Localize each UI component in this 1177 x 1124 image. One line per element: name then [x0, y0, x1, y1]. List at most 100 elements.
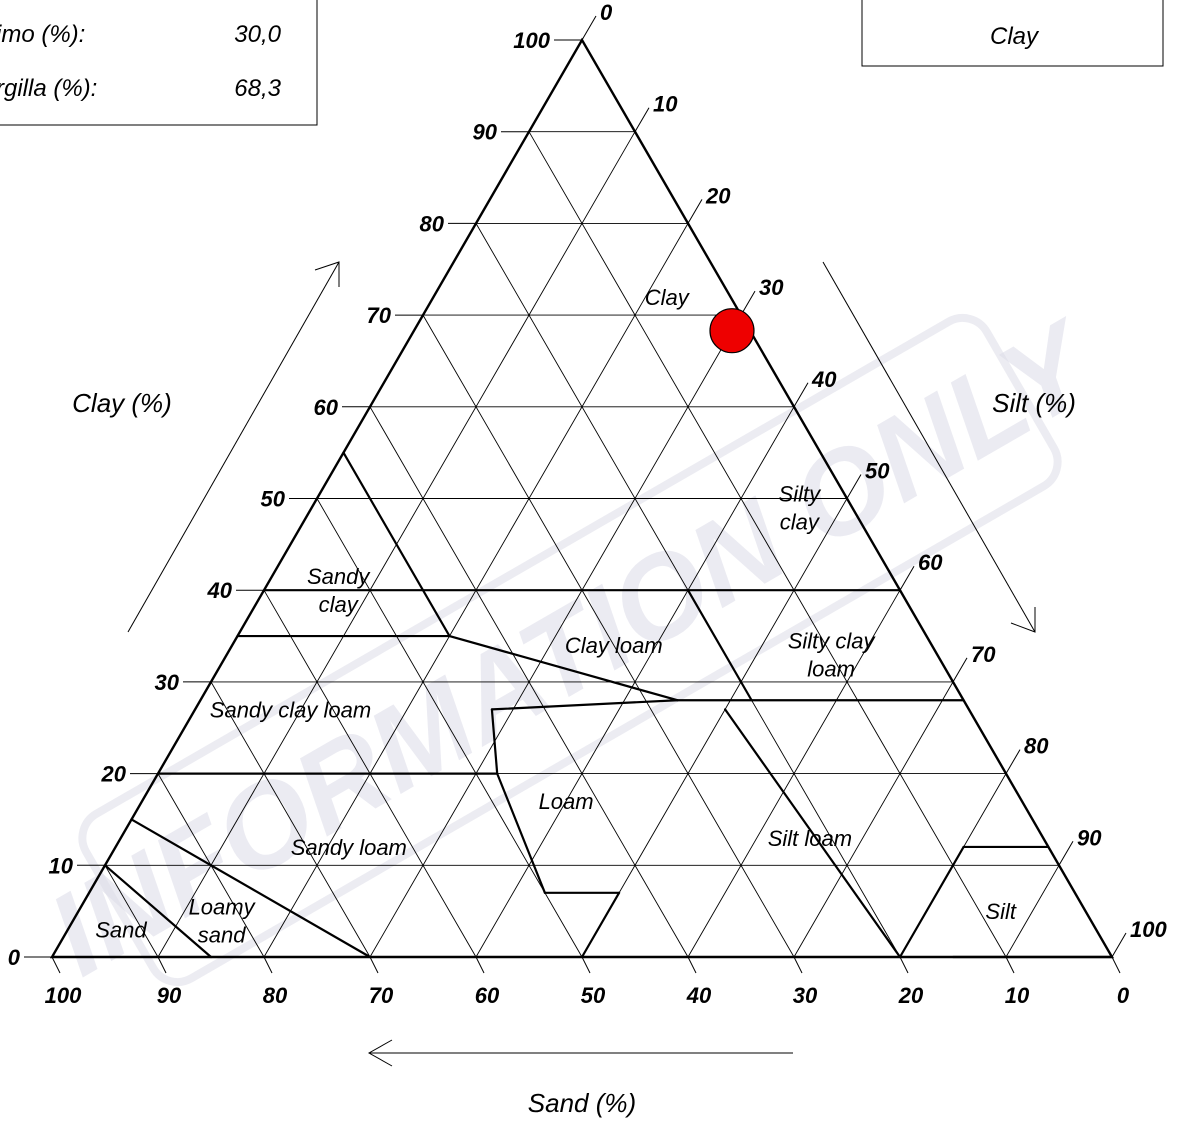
sand-axis-arrow — [367, 1039, 793, 1067]
class-boundary-16 — [130, 818, 372, 959]
clay-axis-label: Clay (%) — [72, 388, 172, 418]
silt-tick-mark — [846, 474, 862, 499]
class-boundary-13 — [723, 708, 902, 959]
sand-axis-label: Sand (%) — [528, 1088, 636, 1118]
silt-axis-label: Silt (%) — [992, 388, 1076, 418]
sand-tick-mark — [687, 956, 697, 974]
sand-tick-mark — [51, 956, 61, 974]
silt-tick-mark — [581, 15, 597, 41]
clay-tick-label: 70 — [367, 303, 392, 328]
sand-tick-mark — [793, 956, 803, 974]
silt-tick-label: 10 — [653, 92, 678, 117]
grid-line-sand-30 — [422, 314, 795, 958]
region-labels: Clay Silty clay Sandy clay Clay loam Silty cla… — [95, 285, 1017, 948]
silt-tick-mark — [687, 199, 703, 224]
silt-tick-label: 50 — [865, 459, 890, 484]
silt-tick-mark — [1111, 932, 1127, 958]
silt-tick-mark — [1058, 841, 1074, 866]
sample-point-marker — [709, 308, 755, 354]
region-label-silty-clay: clay — [780, 510, 821, 535]
class-boundary-17 — [103, 864, 213, 959]
sand-tick-label: 60 — [475, 983, 500, 1008]
clay-tick-label: 60 — [314, 395, 339, 420]
sand-tick-label: 10 — [1005, 983, 1030, 1008]
info-box: imo (%): 30,0 rgilla (%): 68,3 — [0, 0, 318, 126]
region-label-silty-clay-loam: loam — [807, 656, 855, 681]
grid-line-silt-90 — [1005, 865, 1060, 958]
info-clay-value: 68,3 — [234, 75, 281, 102]
clay-tick-label: 10 — [49, 853, 74, 878]
region-label-loam: Loam — [539, 789, 594, 814]
clay-tick-label: 0 — [8, 945, 21, 970]
silt-tick-label: 30 — [759, 275, 784, 300]
clay-tick-label: 80 — [420, 211, 445, 236]
sand-tick-label: 50 — [581, 983, 606, 1008]
region-label-loamy-sand: Loamy — [189, 894, 257, 919]
region-label-silty-clay: Silty — [779, 482, 823, 507]
region-label-clay-loam: Clay loam — [565, 633, 663, 658]
axis-ticks: 0010010109020208030307040406050505060604… — [8, 0, 1168, 1008]
grid-line-silt-30 — [369, 314, 742, 958]
grid-line-sand-10 — [528, 131, 1007, 958]
clay-tick-label: 90 — [473, 120, 498, 145]
info-silt-label: imo (%): — [0, 21, 85, 48]
sand-tick-mark — [1111, 956, 1121, 974]
region-label-sand: Sand — [95, 917, 147, 942]
class-boundary-6 — [490, 708, 499, 775]
silt-tick-label: 60 — [918, 550, 943, 575]
clay-axis-arrow — [127, 261, 340, 633]
region-label-sandy-clay-loam: Sandy clay loam — [210, 697, 371, 722]
silt-tick-label: 40 — [811, 367, 837, 392]
silt-tick-label: 20 — [705, 183, 731, 208]
grid-line-silt-70 — [793, 681, 954, 958]
silt-tick-label: 80 — [1024, 734, 1049, 759]
silt-tick-mark — [634, 107, 650, 132]
grid-line-sand-70 — [210, 681, 371, 958]
silt-tick-label: 0 — [600, 0, 613, 25]
sand-tick-mark — [1005, 956, 1015, 974]
silt-tick-mark — [793, 382, 809, 408]
region-label-clay: Clay — [645, 285, 691, 310]
class-boundary-15 — [898, 845, 965, 959]
class-boundary-2 — [342, 451, 451, 638]
sand-tick-mark — [157, 956, 167, 974]
silt-tick-label: 90 — [1077, 825, 1102, 850]
clay-tick-label: 50 — [261, 487, 286, 512]
info-silt-value: 30,0 — [234, 21, 281, 48]
grid-line-silt-60 — [687, 589, 901, 958]
sand-tick-label: 20 — [898, 983, 924, 1008]
sand-tick-label: 0 — [1117, 983, 1130, 1008]
region-label-silty-clay-loam: Silty clay — [788, 628, 877, 653]
clay-tick-label: 20 — [101, 762, 127, 787]
sand-tick-label: 70 — [369, 983, 394, 1008]
sand-tick-mark — [899, 956, 909, 974]
sample-point-layer — [709, 308, 755, 354]
sand-tick-label: 30 — [793, 983, 818, 1008]
region-label-loamy-sand: sand — [198, 922, 246, 947]
silt-tick-label: 100 — [1130, 917, 1167, 942]
sand-tick-label: 100 — [45, 983, 82, 1008]
silt-tick-mark — [899, 565, 915, 591]
region-label-sandy-clay: Sandy — [307, 564, 371, 589]
sand-tick-mark — [369, 956, 379, 974]
silt-tick-label: 70 — [971, 642, 996, 667]
grid-line-silt-50 — [581, 498, 848, 958]
clay-tick-label: 30 — [155, 670, 180, 695]
info-clay-label: rgilla (%): — [0, 75, 97, 102]
silt-tick-mark — [1005, 749, 1021, 774]
class-boundary-12 — [686, 589, 753, 702]
sand-tick-label: 90 — [157, 983, 182, 1008]
class-boundary-7 — [496, 772, 547, 894]
class-boundary-5 — [490, 699, 679, 711]
silt-axis-arrow — [822, 261, 1036, 633]
region-label-silt-loam: Silt loam — [768, 826, 852, 851]
clay-tick-label: 100 — [513, 28, 550, 53]
region-label-sandy-clay: clay — [319, 592, 360, 617]
sand-tick-mark — [263, 956, 273, 974]
class-boundaries — [103, 451, 1114, 959]
sand-tick-mark — [581, 956, 591, 974]
sand-tick-mark — [475, 956, 485, 974]
grid-line-sand-50 — [316, 498, 583, 958]
silt-tick-mark — [952, 657, 968, 683]
